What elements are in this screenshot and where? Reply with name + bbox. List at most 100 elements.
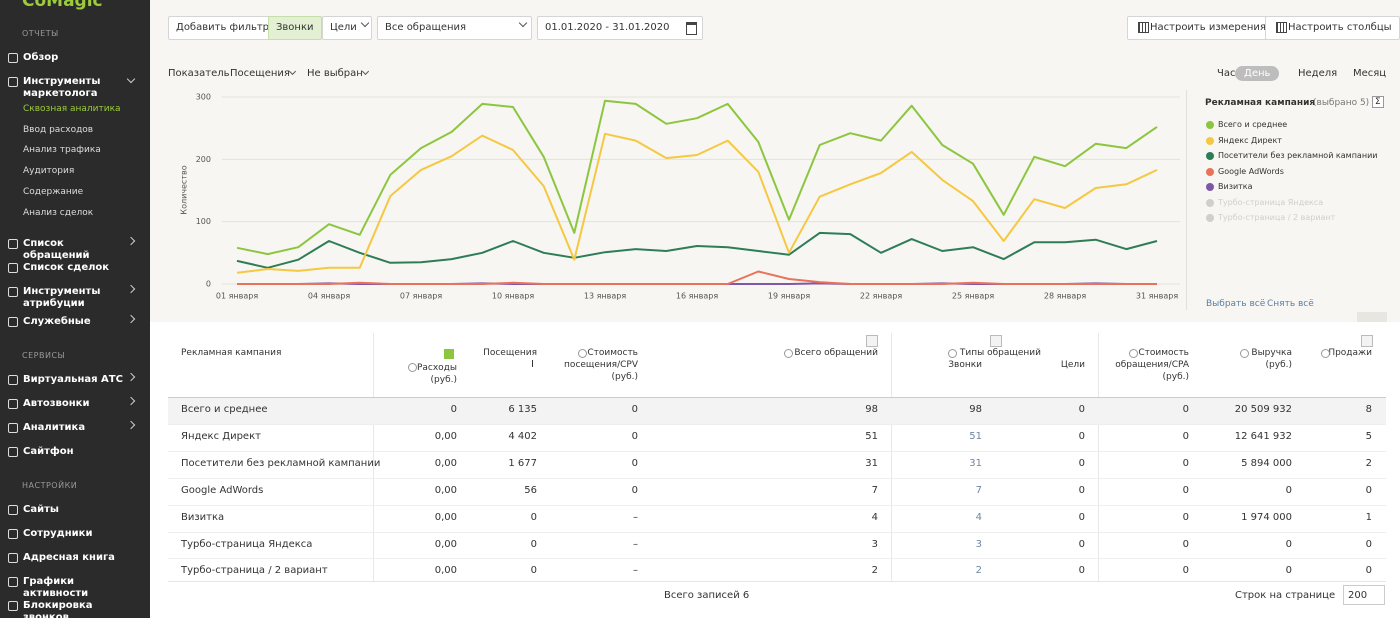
collapse-tab[interactable]: [1357, 312, 1387, 322]
nav-subitem[interactable]: Анализ трафика: [23, 145, 101, 156]
section-title: НАСТРОЙКИ: [22, 481, 78, 491]
nav-item[interactable]: Список обращений: [23, 238, 90, 262]
legend-label[interactable]: Турбо-страница Яндекса: [1218, 197, 1324, 207]
nav-subitem[interactable]: Сквозная аналитика: [23, 104, 121, 114]
table-cell: 0: [1365, 538, 1372, 550]
legend-label[interactable]: Google AdWords: [1218, 166, 1284, 176]
column-header[interactable]: Выручка (руб.): [1251, 348, 1292, 370]
table-cell[interactable]: 51: [969, 430, 982, 442]
date-range[interactable]: 01.01.2020 - 31.01.2020: [537, 16, 703, 40]
nav-item[interactable]: Автозвонки: [23, 398, 90, 410]
table-cell: 0: [1182, 430, 1189, 442]
group-header: Типы обращений: [959, 348, 1041, 358]
nav-icon: [8, 317, 18, 328]
nav-item[interactable]: Виртуальная АТС: [23, 374, 123, 386]
table-cell[interactable]: 3: [975, 538, 982, 550]
table-cell[interactable]: 4: [975, 511, 982, 523]
sum-button[interactable]: Σ: [1372, 96, 1384, 108]
nav-subitem[interactable]: Анализ сделок: [23, 207, 94, 218]
help-icon: [1129, 349, 1138, 358]
percent-toggle[interactable]: [1361, 335, 1373, 347]
table-cell: 1 677: [508, 457, 537, 469]
clear-all[interactable]: Снять всё: [1267, 299, 1314, 309]
table-cell: 0: [1285, 538, 1292, 550]
table-cell: 51: [865, 430, 878, 442]
column-divider: [373, 333, 374, 581]
per-page-select[interactable]: 200: [1343, 585, 1385, 605]
series-line: [236, 231, 1158, 269]
legend-label[interactable]: Визитка: [1218, 182, 1253, 191]
columns-button[interactable]: Настроить столбцы: [1265, 16, 1400, 40]
indicator-select[interactable]: Посещения: [230, 68, 290, 79]
appeals-select[interactable]: Все обращения: [377, 16, 532, 40]
nav-item[interactable]: Адресная книга: [23, 552, 115, 564]
table-cell[interactable]: 7: [975, 484, 982, 496]
period-button[interactable]: Месяц: [1353, 68, 1387, 79]
table-cell: 12 641 932: [1234, 430, 1292, 442]
goals-select[interactable]: Цели: [322, 16, 372, 40]
nav-subitem[interactable]: Ввод расходов: [23, 124, 94, 135]
period-button[interactable]: День: [1235, 66, 1280, 81]
nav-item[interactable]: Инструменты атрибуции: [23, 286, 101, 310]
column-header[interactable]: Расходы (руб.): [416, 363, 457, 385]
table-cell[interactable]: 31: [969, 457, 982, 469]
nav-item[interactable]: Сайтфон: [23, 446, 74, 458]
nav-item[interactable]: Обзор: [23, 52, 59, 63]
nav-item[interactable]: Сайты: [23, 504, 59, 516]
second-select[interactable]: Не выбран: [307, 68, 363, 79]
nav-subitem[interactable]: Содержание: [23, 186, 84, 197]
column-header[interactable]: Всего обращений: [794, 348, 878, 358]
table-cell: 7: [871, 484, 878, 496]
table-row: [168, 450, 1386, 478]
nav-item[interactable]: Аналитика: [23, 422, 86, 434]
table-cell[interactable]: 2: [975, 565, 982, 577]
table-cell: 20 509 932: [1234, 404, 1292, 415]
legend-label[interactable]: Яндекс Директ: [1218, 135, 1282, 145]
nav-icon: [8, 601, 18, 612]
nav-item[interactable]: Блокировка звонков: [23, 600, 93, 618]
nav-item[interactable]: Сотрудники: [23, 528, 93, 540]
table-cell: 0: [631, 484, 638, 496]
nav-item[interactable]: Список сделок: [23, 262, 110, 274]
legend-label[interactable]: Всего и среднее: [1218, 120, 1288, 129]
nav-icon: [8, 239, 18, 250]
select-all[interactable]: Выбрать всё: [1206, 299, 1266, 309]
nav-subitem[interactable]: Аудитория: [23, 166, 75, 177]
percent-toggle[interactable]: [990, 335, 1002, 347]
settings-icon[interactable]: [444, 349, 454, 359]
column-header[interactable]: Продажи: [1328, 348, 1372, 358]
period-button[interactable]: Час: [1217, 68, 1236, 79]
x-tick-label: 28 января: [1044, 292, 1086, 301]
nav-icon: [8, 77, 18, 87]
table-cell: 0,00: [434, 511, 457, 523]
nav-item[interactable]: Графики активности: [23, 576, 89, 600]
column-header[interactable]: Стоимость обращения/CPA (руб.): [1115, 348, 1189, 382]
table-cell: 0: [631, 430, 638, 442]
nav-item[interactable]: Инструменты маркетолога: [23, 76, 101, 99]
calls-button[interactable]: Звонки: [268, 16, 322, 40]
nav-item[interactable]: Служебные: [23, 316, 91, 328]
x-tick-label: 04 января: [308, 292, 350, 301]
chart: 0 100 200 300 Количество 01 января 04 января 07…: [180, 93, 1180, 301]
legend-marker: [1206, 198, 1214, 207]
percent-toggle[interactable]: [866, 335, 878, 347]
column-header[interactable]: Цели: [1060, 360, 1085, 370]
legend-marker: [1206, 167, 1214, 176]
table-cell: 0: [1078, 565, 1085, 577]
column-header[interactable]: Стоимость посещения/CPV (руб.): [564, 348, 638, 382]
legend-label[interactable]: Турбо-страница / 2 вариант: [1218, 213, 1336, 222]
chevron: [126, 396, 136, 406]
legend-label[interactable]: Посетители без рекламной кампании: [1218, 151, 1378, 160]
legend-selected: (выбрано 5): [1313, 98, 1370, 108]
table-cell: 0,00: [434, 565, 457, 577]
period-button[interactable]: Неделя: [1298, 68, 1338, 79]
x-tick-label: 19 января: [768, 292, 810, 301]
column-header[interactable]: Посещения: [483, 348, 537, 358]
filter-button[interactable]: Добавить фильтр: [168, 16, 278, 40]
table-cell: 0: [1182, 538, 1189, 550]
table-cell: 0,00: [434, 430, 457, 442]
section-title: СЕРВИСЫ: [22, 351, 66, 361]
dimensions-button[interactable]: Настроить измерения: [1127, 16, 1274, 40]
column-header[interactable]: Звонки: [948, 360, 982, 370]
table-cell: Google AdWords: [181, 484, 264, 496]
